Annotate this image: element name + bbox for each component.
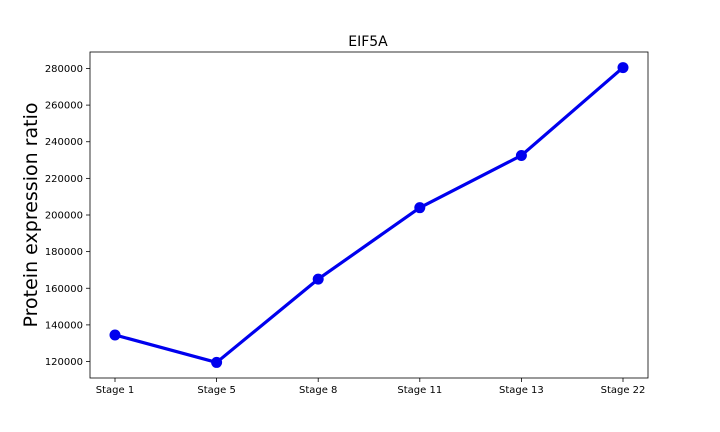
y-tick-label: 280000 xyxy=(45,64,83,75)
y-tick-label: 180000 xyxy=(45,247,83,258)
y-tick-label: 220000 xyxy=(45,174,83,185)
data-point xyxy=(617,62,629,74)
data-point xyxy=(211,356,223,368)
x-tick-label: Stage 13 xyxy=(499,385,544,396)
data-point xyxy=(414,202,426,214)
x-tick-label: Stage 8 xyxy=(299,385,337,396)
y-tick-label: 260000 xyxy=(45,101,83,112)
y-tick-label: 200000 xyxy=(45,211,83,222)
data-point xyxy=(515,149,527,161)
plot-frame xyxy=(89,51,649,379)
x-tick-label: Stage 1 xyxy=(96,385,134,396)
chart-title: EIF5A xyxy=(348,34,388,50)
data-point xyxy=(312,273,324,285)
data-point xyxy=(109,329,121,341)
x-tick-label: Stage 11 xyxy=(397,385,442,396)
y-tick-label: 160000 xyxy=(45,284,83,295)
y-axis-label: Protein expression ratio xyxy=(20,103,42,328)
plot-area xyxy=(109,62,629,368)
y-tick-label: 140000 xyxy=(45,320,83,331)
series-line xyxy=(114,66,625,365)
y-tick-label: 120000 xyxy=(45,357,83,368)
axes: 120000 140000 160000 180000 200000 220000 2400… xyxy=(45,51,649,396)
x-tick-label: Stage 22 xyxy=(601,385,646,396)
x-tick-label: Stage 5 xyxy=(197,385,235,396)
y-tick-label: 240000 xyxy=(45,137,83,148)
